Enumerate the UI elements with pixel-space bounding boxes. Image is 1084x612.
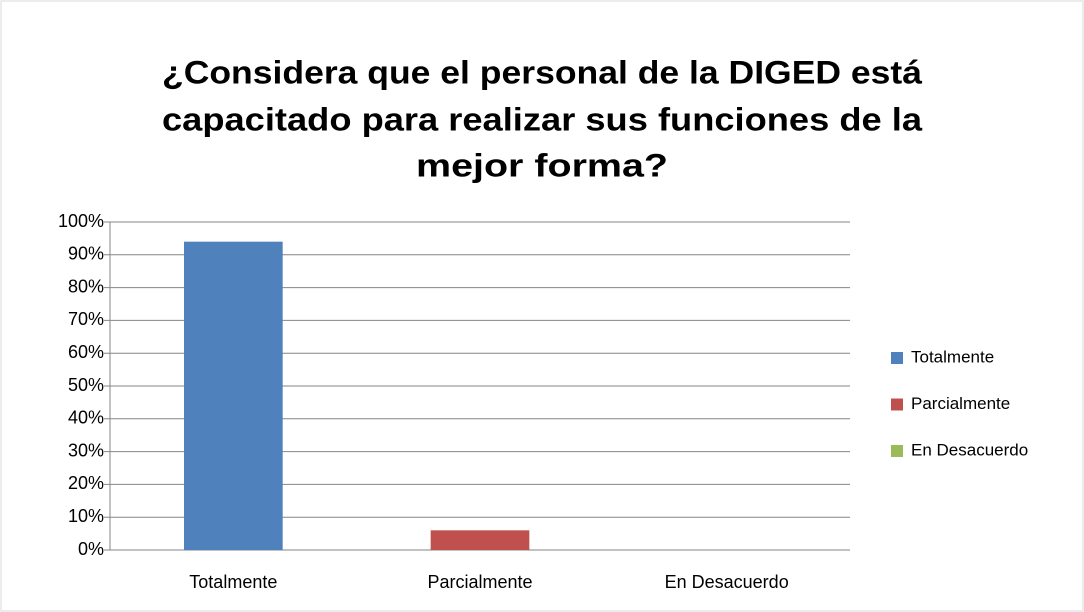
y-tick-label: 100%: [58, 211, 104, 231]
y-tick-label: 50%: [68, 375, 104, 395]
legend-swatch: [891, 445, 903, 457]
x-tick-label: En Desacuerdo: [665, 572, 789, 592]
legend-label: Parcialmente: [911, 394, 1010, 413]
y-tick-label: 0%: [78, 539, 104, 559]
y-tick-label: 30%: [68, 440, 104, 460]
legend-label: Totalmente: [911, 347, 994, 366]
x-tick-label: Totalmente: [189, 572, 277, 592]
y-tick-label: 40%: [68, 408, 104, 428]
y-tick-label: 80%: [68, 276, 104, 296]
bar: [430, 530, 530, 550]
legend-swatch: [891, 352, 903, 364]
x-tick-label: Parcialmente: [427, 572, 532, 592]
y-tick-label: 70%: [68, 309, 104, 329]
y-tick-label: 20%: [68, 473, 104, 493]
y-tick-label: 90%: [68, 244, 104, 264]
legend-swatch: [891, 398, 903, 411]
chart-title: ¿Considera que el personal de la DIGED e…: [162, 54, 922, 90]
y-tick-label: 10%: [68, 506, 104, 526]
legend-label: En Desacuerdo: [911, 440, 1028, 459]
chart-title: mejor forma?: [416, 147, 668, 183]
y-tick-label: 60%: [68, 342, 104, 362]
chart-title: capacitado para realizar sus funciones d…: [162, 101, 922, 137]
bar: [184, 241, 283, 550]
